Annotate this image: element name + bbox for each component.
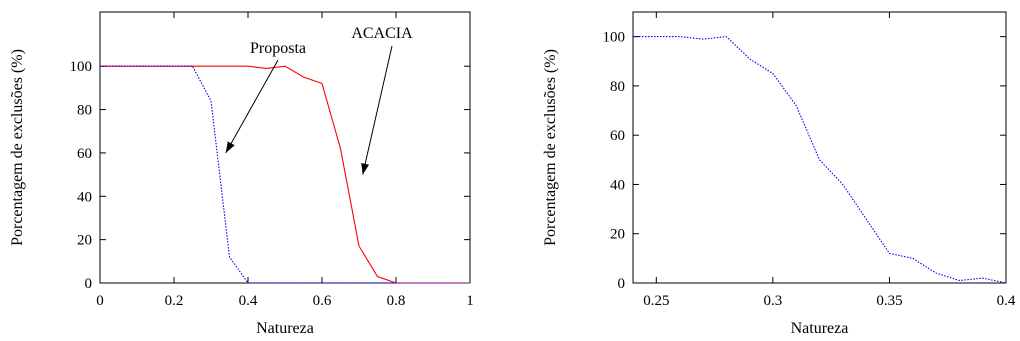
x-tick-label: 0.4 (997, 293, 1016, 309)
series-line (633, 36, 1007, 284)
x-axis-label: Natureza (256, 320, 314, 337)
y-axis-label: Porcentagem de exclusões (%) (542, 49, 559, 246)
x-tick-label: 0.2 (165, 293, 184, 309)
annotation-label: Proposta (250, 40, 306, 57)
annotation-arrow (362, 45, 393, 175)
y-tick-label: 100 (70, 59, 93, 75)
annotation-label: ACACIA (351, 25, 413, 42)
y-tick-label: 0 (618, 276, 626, 292)
y-tick-label: 60 (610, 128, 625, 144)
y-tick-label: 40 (610, 177, 625, 193)
y-tick-label: 80 (77, 103, 92, 119)
y-tick-label: 60 (77, 146, 92, 162)
x-tick-label: 0.3 (764, 293, 783, 309)
y-tick-label: 40 (77, 189, 92, 205)
plot-frame (632, 11, 1007, 284)
x-tick-label: 0.25 (643, 293, 669, 309)
annotation-arrowhead (361, 162, 370, 175)
x-tick-label: 0 (96, 293, 104, 309)
series-line-proposta (100, 65, 470, 284)
y-tick-label: 80 (610, 79, 625, 95)
series-line-acacia (100, 65, 470, 284)
y-axis-label: Porcentagem de exclusões (%) (9, 49, 26, 246)
y-tick-label: 20 (610, 227, 625, 243)
left-chart: 0 20 40 60 80 100 0 0.2 0.4 0.6 0.8 1 Natureza Porcen… (9, 11, 474, 337)
right-chart: 0 20 40 60 80 100 0.25 0.3 0.35 0.4 Natureza Porcen… (542, 11, 1016, 337)
annotation-arrow (225, 59, 279, 154)
x-tick-label: 0.6 (313, 293, 332, 309)
y-tick-label: 20 (77, 233, 92, 249)
x-tick-label: 0.8 (387, 293, 406, 309)
y-tick-label: 100 (603, 30, 626, 46)
x-tick-label: 0.35 (876, 293, 902, 309)
x-axis-label: Natureza (791, 320, 849, 337)
x-tick-label: 0.4 (239, 293, 258, 309)
x-tick-label: 1 (466, 293, 474, 309)
y-tick-label: 0 (85, 276, 93, 292)
annotation-arrowhead (225, 141, 235, 153)
